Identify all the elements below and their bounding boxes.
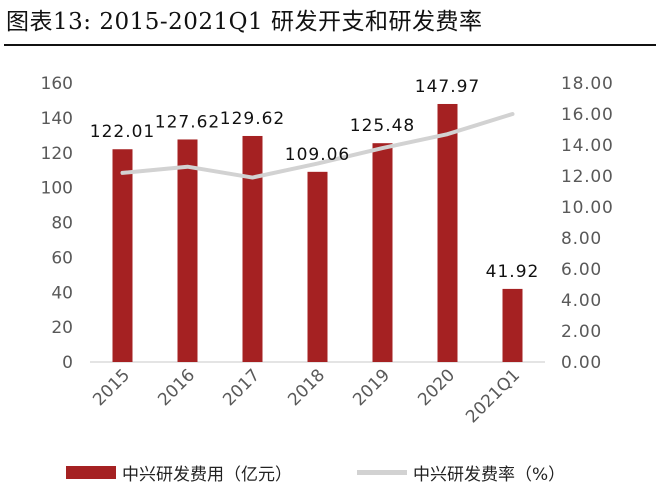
y-right-tick-label: 0.00	[561, 353, 602, 373]
y-right-tick-label: 14.00	[561, 136, 614, 156]
y-left-tick-label: 0	[62, 353, 73, 373]
legend-swatch-bar	[66, 466, 116, 479]
legend-item-line: 中兴研发费率（%）	[357, 460, 565, 485]
bar-2018	[307, 171, 328, 362]
y-left-tick-label: 40	[51, 283, 73, 303]
bar-2016	[177, 139, 198, 362]
y-left-tick-label: 20	[51, 318, 73, 338]
legend-item-bar: 中兴研发费用（亿元）	[66, 460, 292, 485]
legend-label-bar: 中兴研发费用（亿元）	[122, 465, 292, 485]
y-left-tick-label: 60	[51, 248, 73, 268]
x-tick-label: 2020	[414, 365, 459, 410]
bar-2015	[112, 149, 133, 362]
y-right-tick-label: 4.00	[561, 291, 602, 311]
bar-data-label: 127.62	[155, 112, 220, 132]
x-tick-label: 2016	[154, 365, 199, 410]
bar-data-label: 129.62	[220, 109, 285, 129]
x-tick-label: 2017	[219, 365, 264, 410]
y-right-tick-label: 16.00	[561, 105, 614, 125]
chart-title: 图表13: 2015-2021Q1 研发开支和研发费率	[6, 9, 483, 35]
y-right-tick-label: 18.00	[561, 74, 614, 94]
y-left-tick-label: 120	[41, 144, 73, 164]
y-right-tick-label: 2.00	[561, 322, 602, 342]
bar-2019	[372, 143, 393, 362]
bar-data-label: 41.92	[486, 262, 540, 282]
bar-data-label: 147.97	[415, 77, 480, 97]
bar-2021Q1	[502, 288, 523, 362]
y-left-tick-label: 80	[51, 214, 73, 234]
y-left-tick-label: 140	[41, 109, 73, 129]
x-tick-label: 2019	[349, 365, 394, 410]
bar-2020	[437, 103, 458, 363]
y-right-tick-label: 12.00	[561, 167, 614, 187]
y-right-tick-label: 6.00	[561, 260, 602, 280]
title-rule	[4, 44, 656, 46]
y-left-tick-label: 160	[41, 74, 73, 94]
x-tick-label: 2021Q1	[462, 365, 524, 427]
chart-area: 0 20 40 60 80 100 120 140 160 0.00 2.00 4.00 6.00 8.0…	[41, 74, 614, 427]
bar-data-label: 125.48	[350, 116, 415, 136]
legend-swatch-line	[357, 470, 407, 475]
bar-2017	[242, 135, 263, 362]
x-tick-label: 2018	[284, 365, 329, 410]
bar-data-label: 109.06	[285, 145, 350, 165]
y-left-tick-label: 100	[41, 179, 73, 199]
legend: 中兴研发费用（亿元） 中兴研发费率（%）	[0, 460, 661, 486]
x-tick-label: 2015	[89, 365, 134, 410]
legend-label-line: 中兴研发费率（%）	[413, 465, 566, 485]
y-right-tick-label: 8.00	[561, 229, 602, 249]
bar-data-label: 122.01	[90, 122, 155, 142]
y-right-tick-label: 10.00	[561, 198, 614, 218]
